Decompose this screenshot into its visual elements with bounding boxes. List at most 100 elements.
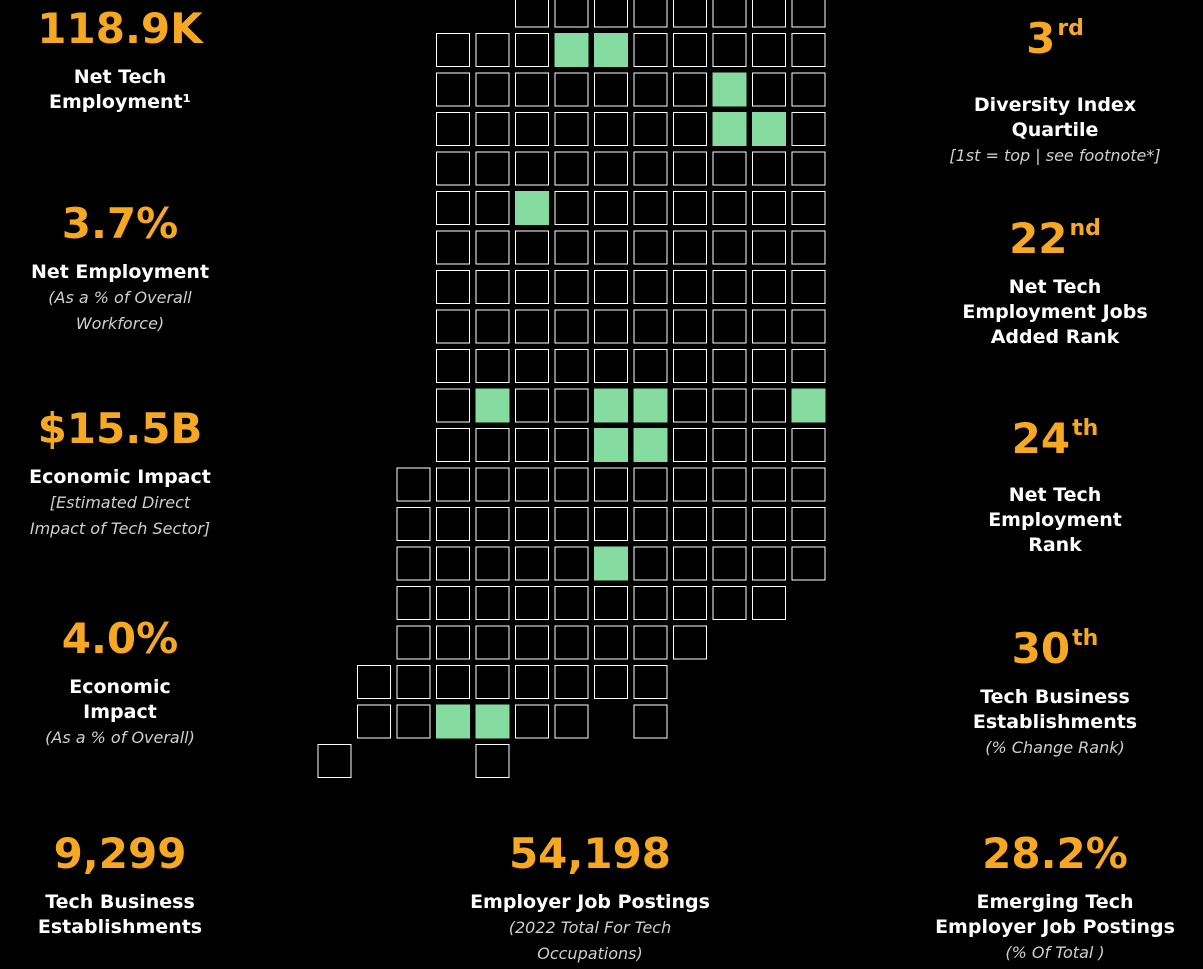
grid-cell xyxy=(436,546,470,581)
stat-label-line: Net Employment xyxy=(30,261,210,283)
grid-cell xyxy=(554,191,589,225)
stat-note-line: (As a % of Overall) xyxy=(45,728,195,747)
grid-cell xyxy=(633,270,668,304)
grid-cell xyxy=(475,309,510,344)
grid-cell xyxy=(673,546,707,581)
stat-note-line: Occupations) xyxy=(537,944,643,963)
stat-value: 3.7% xyxy=(61,199,179,248)
grid-cell xyxy=(436,112,470,146)
grid-cell xyxy=(554,0,589,28)
grid-cell xyxy=(594,112,628,146)
highlight-cell xyxy=(712,72,747,107)
highlight-cell xyxy=(633,428,668,462)
stat-block: 118.9K Net Tech Employment¹ xyxy=(0,5,280,115)
stat-label-line: Employment¹ xyxy=(49,91,191,113)
grid-cell xyxy=(554,546,589,581)
stat-label-line: Employment xyxy=(988,509,1122,531)
grid-cell xyxy=(436,586,470,620)
stat-label: Economic Impact xyxy=(0,675,280,725)
grid-cell xyxy=(475,428,510,462)
stat-label-line: Quartile xyxy=(1011,119,1099,141)
stat-label: Net Tech Employment Rank xyxy=(895,483,1203,558)
grid-cell xyxy=(752,507,786,541)
grid-cell xyxy=(436,230,470,265)
stat-value-row: 24th xyxy=(895,405,1203,463)
grid-cell xyxy=(396,704,431,739)
grid-cell xyxy=(554,388,589,423)
grid-cell xyxy=(554,625,589,660)
grid-cell xyxy=(436,467,470,502)
stat-value-row: 118.9K xyxy=(0,5,280,53)
stat-note-line: [Estimated Direct xyxy=(49,493,191,512)
grid-cell xyxy=(396,507,431,541)
stat-value-row: 3rd xyxy=(895,5,1203,63)
grid-cell xyxy=(712,546,747,581)
stat-note: (As a % of Overall Workforce) xyxy=(0,285,280,337)
stat-label-line: Net Tech xyxy=(1008,484,1102,506)
grid-cell xyxy=(436,151,470,186)
stat-note: (2022 Total For Tech Occupations) xyxy=(430,915,750,967)
grid-cell xyxy=(712,507,747,541)
grid-cell xyxy=(712,151,747,186)
grid-cell xyxy=(515,349,549,383)
stat-note: [1st = top | see footnote*] xyxy=(895,143,1203,169)
grid-cell xyxy=(357,704,391,739)
grid-cell xyxy=(515,625,549,660)
grid-cell xyxy=(752,586,786,620)
stat-label: Diversity Index Quartile xyxy=(895,93,1203,143)
stat-value: 28.2% xyxy=(982,829,1128,878)
stat-block: 4.0% Economic Impact (As a % of Overall) xyxy=(0,615,280,751)
grid-cell xyxy=(554,230,589,265)
grid-cell xyxy=(475,586,510,620)
grid-cell xyxy=(317,744,352,778)
grid-cell xyxy=(594,0,628,28)
grid-cell xyxy=(633,112,668,146)
grid-cell xyxy=(752,546,786,581)
grid-cell xyxy=(791,467,826,502)
grid-cell xyxy=(673,33,707,67)
grid-cell xyxy=(475,72,510,107)
grid-cell xyxy=(752,0,786,28)
grid-cell xyxy=(475,33,510,67)
stat-label-line: Net Tech xyxy=(73,66,167,88)
grid-cell xyxy=(752,467,786,502)
grid-cell xyxy=(436,349,470,383)
grid-cell xyxy=(633,349,668,383)
stat-label-line: Diversity Index xyxy=(973,94,1137,116)
stat-value-row: 3.7% xyxy=(0,200,280,248)
grid-cell xyxy=(436,33,470,67)
stat-block: $15.5B Economic Impact [Estimated Direct Im… xyxy=(0,405,280,542)
grid-cell xyxy=(673,0,707,28)
stat-value: 118.9K xyxy=(37,4,203,53)
grid-cell xyxy=(673,270,707,304)
stat-label-line: Employer Job Postings xyxy=(470,891,710,913)
grid-cell xyxy=(554,309,589,344)
grid-cell xyxy=(515,586,549,620)
grid-cell xyxy=(554,112,589,146)
grid-cell xyxy=(515,72,549,107)
highlight-cell xyxy=(475,388,510,423)
stat-label: Economic Impact xyxy=(0,465,280,490)
grid-cell xyxy=(633,467,668,502)
grid-cell xyxy=(791,349,826,383)
grid-cell xyxy=(515,467,549,502)
stat-label-line: Emerging Tech xyxy=(976,891,1134,913)
grid-cell xyxy=(594,665,628,699)
grid-cell xyxy=(673,428,707,462)
grid-cell xyxy=(475,349,510,383)
grid-cell xyxy=(791,72,826,107)
grid-cell xyxy=(396,546,431,581)
grid-cell xyxy=(791,33,826,67)
grid-cell xyxy=(436,72,470,107)
grid-cell xyxy=(673,309,707,344)
grid-cell xyxy=(791,230,826,265)
grid-cell xyxy=(712,230,747,265)
highlight-cell xyxy=(594,546,628,581)
grid-cell xyxy=(475,151,510,186)
grid-cell xyxy=(436,270,470,304)
grid-cell xyxy=(436,191,470,225)
grid-cell xyxy=(554,665,589,699)
highlight-cell xyxy=(554,33,589,67)
